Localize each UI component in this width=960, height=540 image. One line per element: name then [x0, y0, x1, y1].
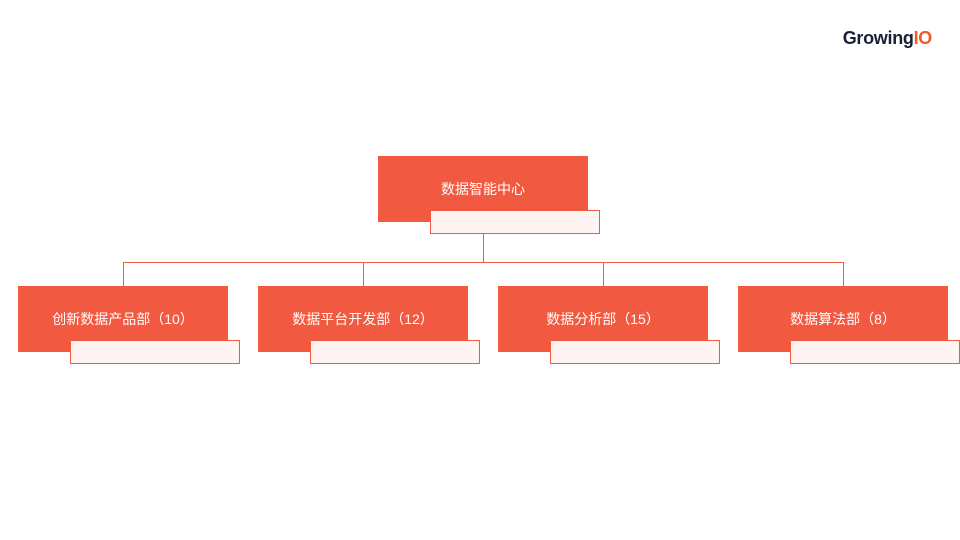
connector-drop-3	[843, 262, 844, 286]
org-node-child-2: 数据分析部（15）	[498, 286, 708, 352]
org-node-root: 数据智能中心	[378, 156, 588, 222]
org-node-title: 创新数据产品部（10）	[52, 309, 194, 329]
org-node-title: 数据智能中心	[441, 179, 525, 199]
org-node-subbox	[430, 210, 600, 234]
org-node-subbox	[550, 340, 720, 364]
connector-drop-0	[123, 262, 124, 286]
org-node-subbox	[790, 340, 960, 364]
org-node-subbox	[70, 340, 240, 364]
org-node-title: 数据平台开发部（12）	[292, 309, 434, 329]
org-node-child-0: 创新数据产品部（10）	[18, 286, 228, 352]
org-node-title: 数据分析部（15）	[546, 309, 660, 329]
connector-drop-2	[603, 262, 604, 286]
org-node-child-3: 数据算法部（8）	[738, 286, 948, 352]
connector-root-down	[483, 234, 484, 262]
connector-bus	[123, 262, 843, 263]
org-node-subbox	[310, 340, 480, 364]
org-node-title: 数据算法部（8）	[790, 309, 896, 329]
connector-drop-1	[363, 262, 364, 286]
org-node-child-1: 数据平台开发部（12）	[258, 286, 468, 352]
org-chart: 数据智能中心 创新数据产品部（10） 数据平台开发部（12） 数据分析部（15）…	[0, 0, 960, 540]
